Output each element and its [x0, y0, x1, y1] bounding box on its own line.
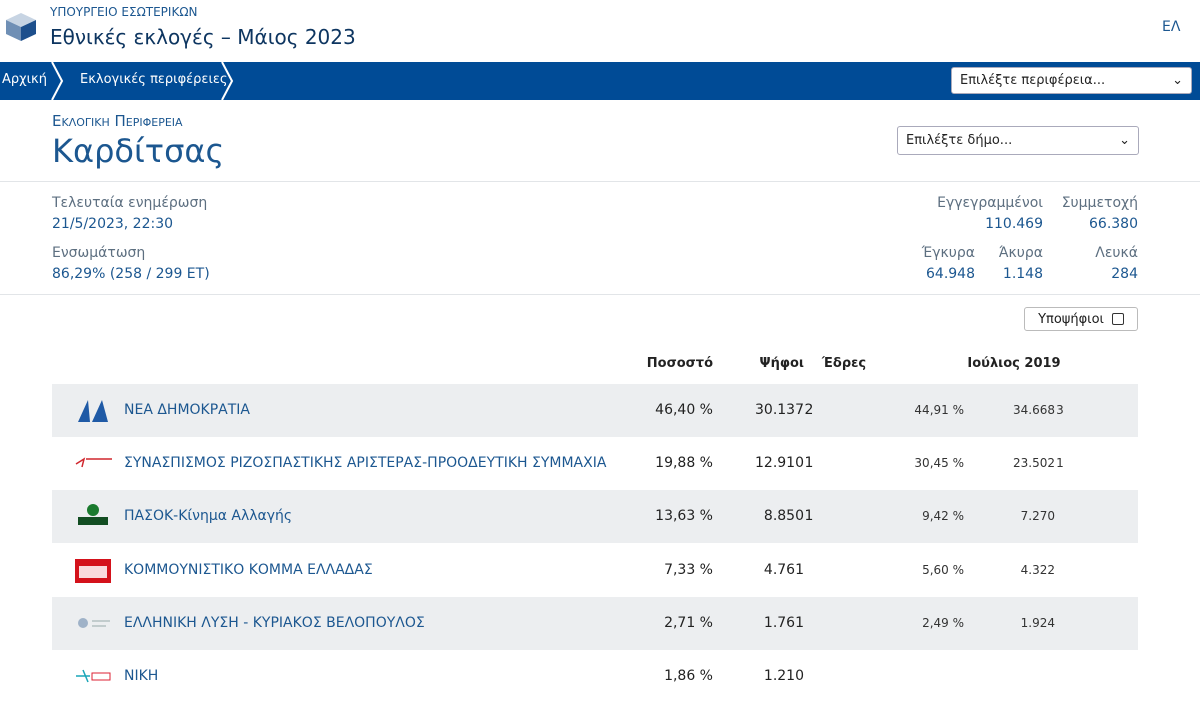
percentage-2019: 5,60 % [922, 562, 964, 577]
seats-2019: 3 [1056, 403, 1064, 417]
stat-label: Ενσωμάτωση [52, 245, 146, 261]
seats-2019: 1 [1056, 456, 1064, 471]
logo-image [78, 400, 108, 422]
logo-image [75, 457, 112, 468]
stat-label: Άκυρα [998, 245, 1043, 261]
municipality-select[interactable]: Επιλέξτε δήμο... ⌄ [897, 126, 1139, 155]
table-row: ΣΥΝΑΣΠΙΣΜΟΣ ΡΙΖΟΣΠΑΣΤΙΚΗΣ ΑΡΙΣΤΕΡΑΣ-ΠΡΟΟ… [52, 437, 1138, 491]
stat-label: Έγκυρα [921, 245, 975, 261]
region-select[interactable]: Επιλέξτε περιφέρεια... ⌄ [951, 67, 1192, 94]
party-name[interactable]: ΕΛΛΗΝΙΚΗ ΛΥΣΗ - ΚΥΡΙΑΚΟΣ ΒΕΛΟΠΟΥΛΟΣ [124, 614, 425, 631]
percentage: 2,71 % [664, 614, 713, 631]
breadcrumb[interactable]: Αρχική [2, 72, 47, 87]
percentage: 7,33 % [664, 561, 713, 578]
party-logo [74, 500, 114, 534]
votes-2019: 1.924 [1020, 615, 1055, 630]
stat-value: 64.948 [926, 266, 975, 282]
select-text: Επιλέξτε δήμο... [906, 133, 1013, 148]
stat-value: 1.148 [1002, 266, 1043, 282]
table-row: ΚΟΜΜΟΥΝΙΣΤΙΚΟ ΚΟΜΜΑ ΕΛΛΑΔΑΣ 7,33 % 4.761 5,… [52, 543, 1138, 597]
party-logo [74, 447, 114, 481]
chevron [221, 62, 234, 100]
percentage-2019: 44,91 % [914, 403, 964, 417]
seats: 1 [804, 508, 814, 525]
table-row: ΝΕΑ ΔΗΜΟΚΡΑΤΙΑ 46,40 % 30.137 2 44,91 % 34.66… [52, 384, 1138, 437]
percentage: 1,86 % [664, 668, 713, 684]
divider [0, 294, 1200, 295]
stat-value: 110.469 [985, 216, 1043, 232]
toggle-text: Υποψήφιοι [1038, 311, 1104, 327]
party-logo [74, 607, 114, 641]
caret: ⌄ [1119, 133, 1130, 148]
table-row: ΝΙΚΗ 1,86 % 1.210 [52, 650, 1138, 703]
votes: 1.761 [763, 614, 804, 631]
divider [0, 181, 1200, 182]
stat-value: 21/5/2023, 22:30 [52, 216, 174, 232]
party-name[interactable]: ΠΑΣΟΚ-Κίνημα Αλλαγής [124, 508, 293, 525]
logo [6, 13, 36, 41]
stat-label: Τελευταία ενημέρωση [52, 195, 208, 211]
district-name: Καρδίτσας [52, 132, 225, 170]
chevron [51, 62, 64, 100]
table-row: ΕΛΛΗΝΙΚΗ ΛΥΣΗ - ΚΥΡΙΑΚΟΣ ΒΕΛΟΠΟΥΛΟΣ 2,71 … [52, 596, 1138, 650]
percentage-2019: 2,49 % [922, 615, 964, 630]
logo-image [78, 617, 110, 628]
votes: 12.910 [755, 455, 804, 472]
column-header: Έδρες [821, 356, 867, 371]
party-logo [74, 394, 114, 428]
percentage: 46,40 % [655, 402, 713, 418]
stat-value: 284 [1111, 266, 1138, 282]
logo-image [78, 504, 108, 526]
votes: 1.210 [763, 668, 804, 684]
site-title: Εθνικές εκλογές – Μάιος 2023 [50, 25, 356, 49]
votes: 30.137 [755, 402, 804, 418]
checkbox[interactable] [1111, 313, 1124, 325]
party-name[interactable]: ΚΟΜΜΟΥΝΙΣΤΙΚΟ ΚΟΜΜΑ ΕΛΛΑΔΑΣ [124, 561, 373, 578]
candidates-toggle[interactable]: Υποψήφιοι [1024, 307, 1138, 331]
column-header: Ψήφοι [759, 356, 804, 371]
votes-2019: 34.668 [1013, 403, 1055, 417]
percentage-2019: 9,42 % [922, 509, 964, 524]
select-text: Επιλέξτε περιφέρεια... [960, 73, 1106, 88]
party-logo [74, 660, 114, 694]
logo-image [76, 669, 111, 683]
column-header: Ιούλιος 2019 [967, 356, 1061, 371]
percentage: 19,88 % [655, 455, 713, 472]
ministry: ΥΠΟΥΡΓΕΙΟ ΕΣΩΤΕΡΙΚΩΝ [50, 5, 198, 19]
caret: ⌄ [1172, 73, 1183, 88]
stat-label: Εγγεγραμμένοι [937, 195, 1043, 211]
logo-image [75, 558, 111, 583]
percentage: 13,63 % [655, 508, 713, 525]
votes: 4.761 [763, 561, 804, 578]
seats: 1 [804, 455, 814, 472]
stat-value: 86,29% (258 / 299 ΕΤ) [52, 266, 210, 282]
percentage-2019: 30,45 % [914, 456, 964, 471]
votes-2019: 7.270 [1020, 509, 1055, 524]
breadcrumb[interactable]: Εκλογικές περιφέρειες [80, 72, 228, 87]
votes-2019: 4.322 [1020, 562, 1055, 577]
stat-label: Λευκά [1095, 245, 1138, 261]
stat-label: Συμμετοχή [1061, 195, 1138, 211]
column-header: Ποσοστό [646, 356, 713, 371]
stat-value: 66.380 [1089, 216, 1138, 232]
party-logo [74, 554, 114, 588]
party-name[interactable]: ΝΙΚΗ [124, 668, 159, 684]
district-label: Εκλογική Περιφέρεια [52, 112, 183, 130]
seats: 2 [804, 402, 814, 418]
language-link[interactable]: ΕΛ [1162, 19, 1181, 35]
party-name[interactable]: ΝΕΑ ΔΗΜΟΚΡΑΤΙΑ [124, 402, 251, 418]
votes-2019: 23.502 [1013, 456, 1055, 471]
table-row: ΠΑΣΟΚ-Κίνημα Αλλαγής 13,63 % 8.850 1 9,42 % 7… [52, 490, 1138, 544]
votes: 8.850 [763, 508, 804, 525]
party-name[interactable]: ΣΥΝΑΣΠΙΣΜΟΣ ΡΙΖΟΣΠΑΣΤΙΚΗΣ ΑΡΙΣΤΕΡΑΣ-ΠΡΟΟ… [124, 455, 607, 472]
